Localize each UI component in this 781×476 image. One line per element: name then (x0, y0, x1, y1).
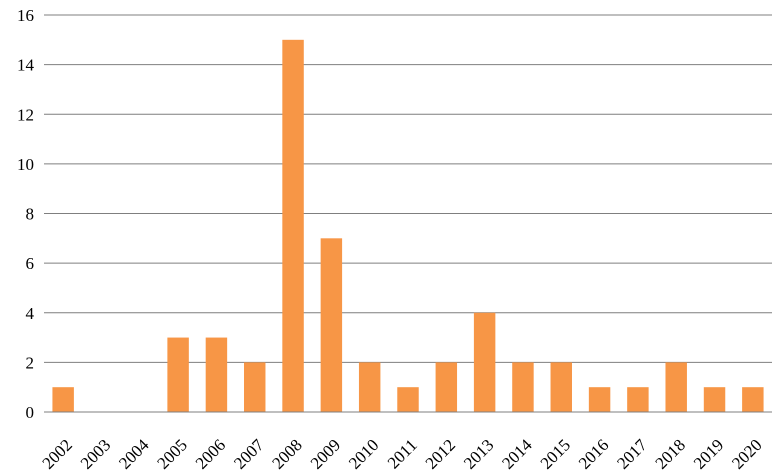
x-tick-label: 2004 (115, 435, 153, 473)
x-tick-label: 2015 (537, 435, 574, 472)
bar-2008 (282, 39, 304, 412)
x-tick-label: 2006 (192, 435, 229, 472)
x-tick-label: 2009 (307, 435, 344, 472)
x-tick-label: 2002 (39, 435, 76, 472)
y-tick-label: 12 (17, 105, 34, 124)
bar-2002 (52, 387, 74, 412)
x-tick-label: 2017 (613, 435, 651, 473)
y-tick-label: 10 (17, 155, 34, 174)
x-tick-label: 2020 (728, 435, 765, 472)
bar-2020 (742, 387, 764, 412)
x-tick-label: 2018 (652, 435, 689, 472)
gridlines (44, 14, 772, 363)
y-tick-label: 8 (26, 205, 35, 224)
x-tick-label: 2013 (460, 435, 497, 472)
x-tick-label: 2014 (498, 435, 536, 473)
x-tick-label: 2010 (345, 435, 382, 472)
x-tick-label: 2005 (153, 435, 190, 472)
bar-2007 (244, 362, 266, 412)
bar-2015 (550, 362, 572, 412)
x-tick-label: 2019 (690, 435, 727, 472)
y-tick-label: 2 (26, 353, 35, 372)
y-tick-label: 14 (17, 56, 35, 75)
y-tick-label: 6 (26, 254, 35, 273)
y-tick-label: 0 (26, 403, 35, 422)
bar-2019 (703, 387, 726, 412)
x-tick-label: 2008 (268, 435, 305, 472)
bar-2010 (358, 362, 381, 412)
bar-2005 (167, 337, 189, 412)
x-tick-label: 2003 (77, 435, 114, 472)
bar-2009 (320, 238, 343, 412)
bar-2014 (512, 362, 534, 412)
bar-2006 (205, 337, 228, 412)
bar-2011 (397, 387, 419, 412)
bar-2013 (473, 312, 496, 412)
x-tick-label: 2016 (575, 435, 612, 472)
x-tick-label: 2007 (230, 435, 268, 473)
y-axis-ticks: 0 2 4 6 8 10 12 14 16 (17, 6, 35, 422)
bar-2017 (627, 387, 649, 412)
y-tick-label: 16 (17, 6, 34, 25)
y-tick-label: 4 (26, 304, 35, 323)
bar-2012 (435, 362, 458, 412)
bars (52, 39, 764, 412)
x-axis-ticks: 2002 2003 2004 2005 2006 2007 2008 2009 2010 2011… (39, 435, 766, 473)
x-tick-label: 2012 (422, 435, 459, 472)
x-tick-label: 2011 (384, 435, 421, 472)
bar-2018 (665, 362, 687, 412)
bar-2016 (588, 387, 611, 412)
